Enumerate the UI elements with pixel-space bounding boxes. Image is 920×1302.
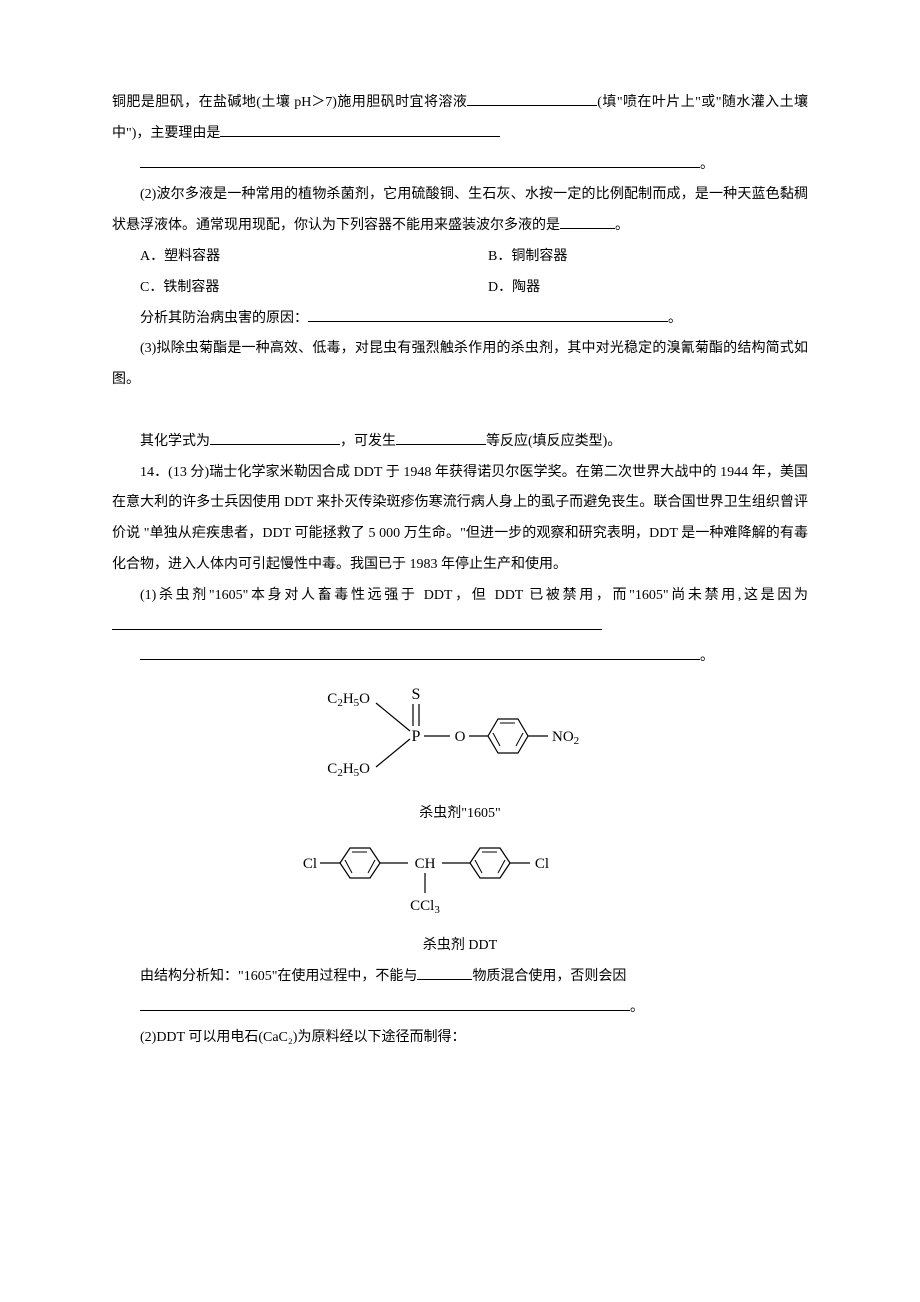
q14-1-post: 由结构分析知："1605"在使用过程中，不能与 物质混合使用，否则会因 (112, 962, 808, 993)
q2-an-period: 。 (668, 311, 682, 326)
ddt-ccl3: CCl3 (410, 898, 440, 916)
caption-ddt: 杀虫剂 DDT (112, 931, 808, 962)
q1-paragraph: 铜肥是胆矾，在盐碱地(土壤 pH＞7)施用胆矾时宜将溶液(填"喷在叶片上"或"随… (112, 88, 808, 150)
q3-t3: 等反应(填反应类型)。 (486, 434, 621, 449)
q14-1-blank-line: 。 (112, 642, 808, 673)
q2-analysis-blank (308, 307, 668, 322)
d1-ethoxy-top: C2H5O (327, 691, 370, 709)
ddt-cl-right: Cl (535, 856, 549, 872)
q3-blank-1 (210, 430, 340, 445)
q14-1-post-line: 。 (112, 993, 808, 1024)
q14-1-post-period: 。 (630, 1000, 644, 1015)
option-a: A．塑料容器 (112, 242, 460, 273)
d1-o: O (455, 729, 466, 745)
q3-blank-2 (396, 430, 486, 445)
ddt-ch: CH (415, 856, 436, 872)
q1-period: 。 (700, 157, 714, 172)
q1-blank-2 (220, 122, 500, 137)
ddt-cl-left: Cl (303, 856, 317, 872)
q3-spacer (112, 396, 808, 427)
q2-analysis: 分析其防治病虫害的原因： 。 (112, 304, 808, 335)
q1-prefix: 铜肥是胆矾，在盐碱地(土壤 pH＞7)施用胆矾时宜将溶液 (112, 95, 467, 110)
q2-text: (2)波尔多液是一种常用的植物杀菌剂，它用硫酸铜、生石灰、水按一定的比例配制而成… (112, 187, 808, 233)
q3-t1: 其化学式为 (140, 434, 210, 449)
q14-1-blank-b (140, 645, 700, 660)
q14-intro: 14．(13 分)瑞士化学家米勒因合成 DDT 于 1948 年获得诺贝尔医学奖… (112, 458, 808, 581)
q3-fill: 其化学式为 ，可发生 等反应(填反应类型)。 (112, 427, 808, 458)
d1-no2: NO2 (552, 729, 579, 747)
q14-1-post-t2: 物质混合使用，否则会因 (472, 969, 626, 984)
q14-1-post-blank2 (140, 996, 630, 1011)
q3-t2: ，可发生 (340, 434, 396, 449)
q2-blank (560, 214, 615, 229)
q14-1-post-t1: 由结构分析知："1605"在使用过程中，不能与 (140, 969, 417, 984)
option-b: B．铜制容器 (460, 242, 808, 273)
q14-1: (1)杀虫剂"1605"本身对人畜毒性远强于 DDT，但 DDT 已被禁用，而"… (112, 581, 808, 643)
q2-intro: (2)波尔多液是一种常用的植物杀菌剂，它用硫酸铜、生石灰、水按一定的比例配制而成… (112, 180, 808, 242)
option-c: C．铁制容器 (112, 273, 460, 304)
d1-s: S (412, 686, 421, 703)
q14-1-text: (1)杀虫剂"1605"本身对人畜毒性远强于 DDT，但 DDT 已被禁用，而"… (140, 588, 808, 603)
q2-analysis-text: 分析其防治病虫害的原因： (140, 311, 308, 326)
option-d: D．陶器 (460, 273, 808, 304)
d1-ethoxy-bot: C2H5O (327, 761, 370, 779)
q3-intro: (3)拟除虫菊酯是一种高效、低毒，对昆虫有强烈触杀作用的杀虫剂，其中对光稳定的溴… (112, 334, 808, 396)
q14-1-post-blank1 (417, 965, 472, 980)
q2-period: 。 (615, 218, 629, 233)
diagram-1605: C2H5O C2H5O P S O NO2 (112, 681, 808, 791)
diagram-ddt: Cl CH Cl CCl3 (112, 838, 808, 923)
caption-1605: 杀虫剂"1605" (112, 799, 808, 830)
d1-benzene (488, 719, 528, 753)
q1-blank-1 (467, 91, 597, 106)
q14-1-blank-a (112, 615, 602, 630)
q1-blank-line: 。 (112, 150, 808, 181)
document-page: 铜肥是胆矾，在盐碱地(土壤 pH＞7)施用胆矾时宜将溶液(填"喷在叶片上"或"随… (0, 0, 920, 1154)
d1-p: P (412, 728, 421, 745)
q14-1-period: 。 (700, 649, 714, 664)
q14-2: (2)DDT 可以用电石(CaC₂)为原料经以下途径而制得： (112, 1023, 808, 1054)
q2-options: A．塑料容器 B．铜制容器 C．铁制容器 D．陶器 (112, 242, 808, 304)
q1-blank-3 (140, 153, 700, 168)
